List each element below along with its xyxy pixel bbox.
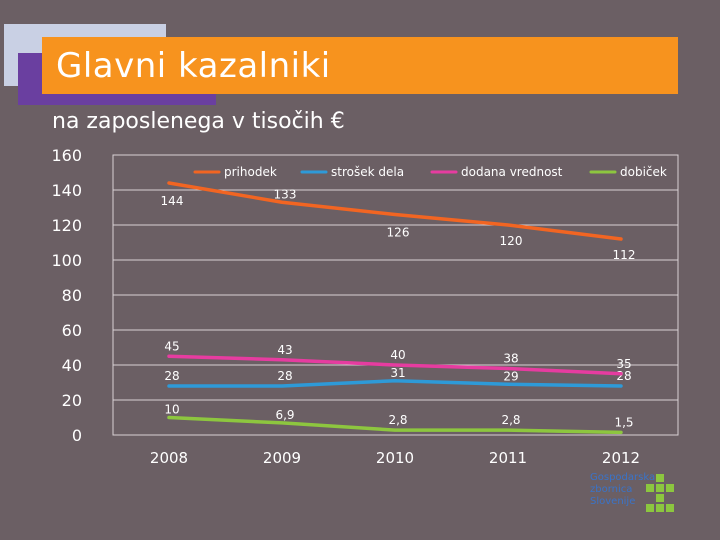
- legend-label: dobiček: [620, 165, 667, 179]
- data-label: 40: [390, 348, 405, 362]
- series-line: [167, 181, 623, 241]
- data-label: 1,5: [614, 415, 633, 429]
- x-tick-label: 2008: [150, 449, 188, 467]
- title-bar: [42, 37, 678, 94]
- data-label: 28: [164, 369, 179, 383]
- data-label: 112: [613, 248, 636, 262]
- data-label: 35: [616, 357, 631, 371]
- x-tick-label: 2010: [376, 449, 414, 467]
- legend-label: strošek dela: [331, 165, 404, 179]
- y-tick-label: 40: [62, 356, 82, 375]
- data-label: 28: [277, 369, 292, 383]
- y-tick-label: 120: [51, 216, 82, 235]
- logo-squares-icon: [646, 474, 674, 512]
- data-label: 2,8: [388, 413, 407, 427]
- logo-line: Slovenije: [590, 496, 636, 507]
- legend-label: dodana vrednost: [461, 165, 563, 179]
- data-label: 126: [387, 226, 410, 240]
- page-subtitle: na zaposlenega v tisočih €: [52, 109, 345, 134]
- legend-label: prihodek: [224, 165, 277, 179]
- x-tick-label: 2009: [263, 449, 301, 467]
- y-tick-label: 100: [51, 251, 82, 270]
- logo-line: Gospodarska: [590, 472, 656, 483]
- data-label: 120: [500, 234, 523, 248]
- y-tick-label: 0: [72, 426, 82, 445]
- y-tick-label: 140: [51, 181, 82, 200]
- data-label: 43: [277, 343, 292, 357]
- logo: Gospodarska zbornica Slovenije: [590, 472, 680, 522]
- data-label: 28: [616, 369, 631, 383]
- series-line: [167, 415, 623, 435]
- y-tick-label: 20: [62, 391, 82, 410]
- y-tick-label: 60: [62, 321, 82, 340]
- data-label: 6,9: [275, 408, 294, 422]
- logo-line: zbornica: [590, 484, 633, 495]
- data-label: 2,8: [501, 413, 520, 427]
- data-label: 10: [164, 403, 179, 417]
- x-tick-label: 2011: [489, 449, 527, 467]
- data-label: 31: [390, 366, 405, 380]
- data-label: 133: [274, 187, 297, 201]
- data-label: 38: [503, 352, 518, 366]
- y-tick-label: 80: [62, 286, 82, 305]
- series-line: [167, 379, 623, 388]
- x-tick-label: 2012: [602, 449, 640, 467]
- logo-text: Gospodarska zbornica Slovenije: [590, 472, 656, 508]
- y-tick-label: 160: [51, 146, 82, 165]
- page-title: Glavni kazalniki: [56, 46, 331, 86]
- data-label: 45: [164, 339, 179, 353]
- data-label: 29: [503, 369, 518, 383]
- data-label: 144: [161, 194, 184, 208]
- series-line: [167, 354, 623, 376]
